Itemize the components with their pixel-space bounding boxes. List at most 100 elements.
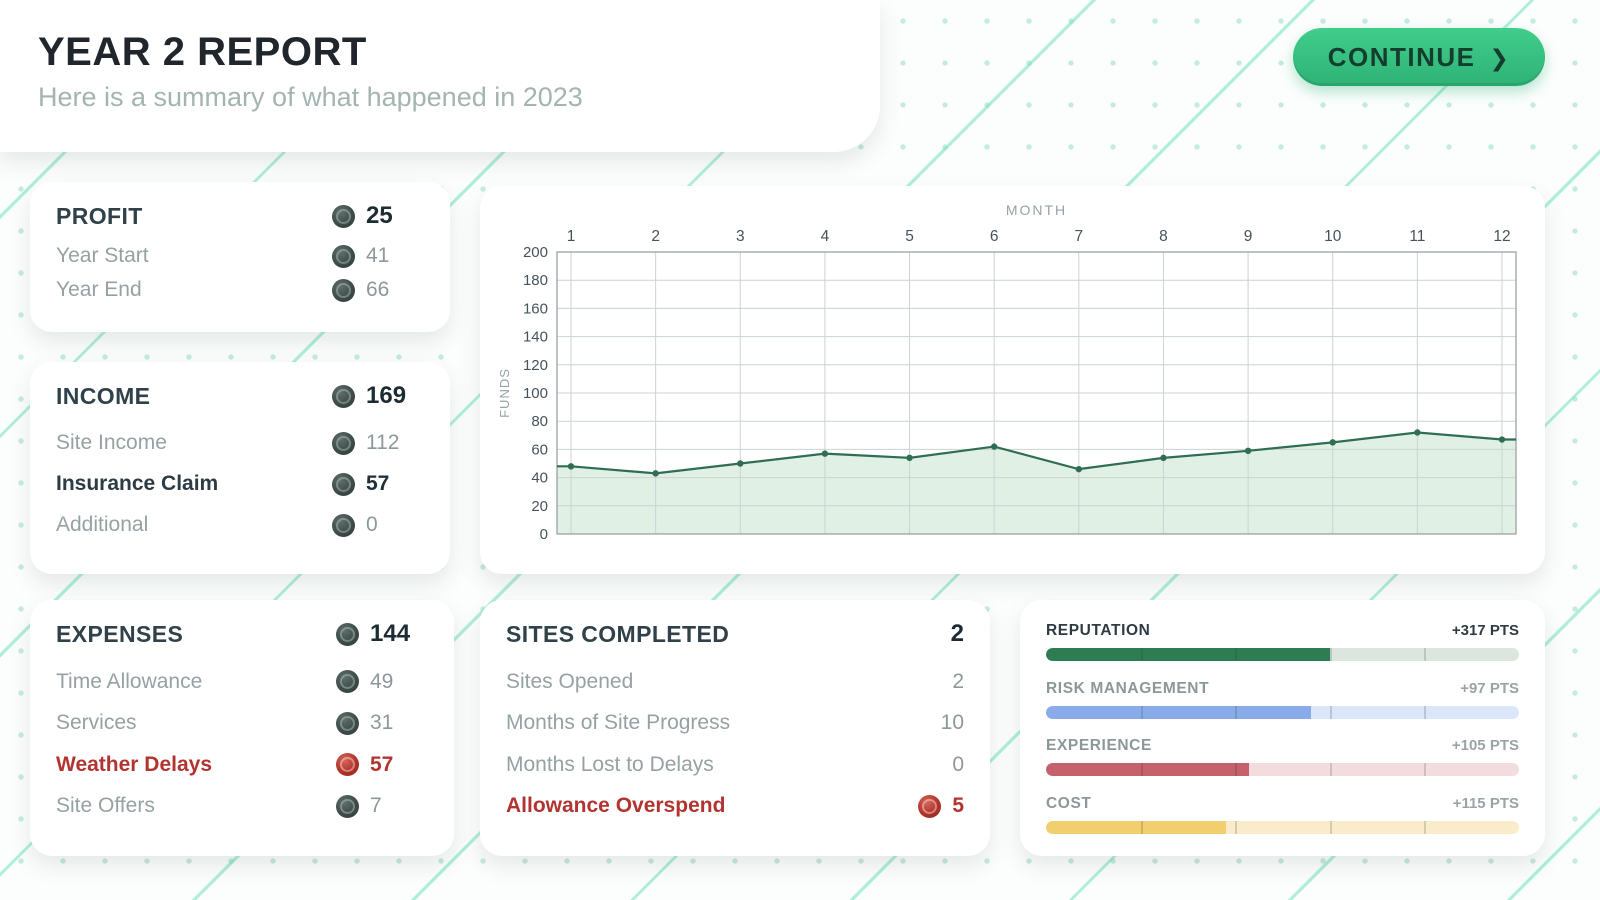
stats-card: REPUTATION +317 PTS RISK MANAGEMENT +97 PTS… (1020, 600, 1545, 856)
report-row: Insurance Claim 57 (56, 472, 424, 496)
report-row: Site Income 112 (56, 431, 424, 455)
bar-segment-tick (1424, 648, 1427, 661)
expenses-total-value: 144 (370, 620, 411, 647)
row-label: Insurance Claim (56, 472, 219, 495)
bar-segment-tick (1140, 648, 1143, 661)
row-value: 57 (370, 752, 394, 776)
row-value: 57 (366, 472, 390, 495)
svg-text:40: 40 (531, 470, 548, 487)
row-value: 7 (370, 794, 382, 818)
page-subtitle: Here is a summary of what happened in 20… (38, 82, 583, 112)
expenses-rows: Time Allowance 49 Services 31 Weather Delays… (56, 652, 428, 836)
svg-text:160: 160 (523, 300, 548, 317)
header-card: YEAR 2 REPORT Here is a summary of what … (0, 0, 880, 152)
stat-label: EXPERIENCE (1046, 737, 1152, 755)
expenses-total: 144 (336, 620, 428, 648)
sites-completed-card: SITES COMPLETED 2 Sites Opened 2 Months of… (480, 600, 990, 856)
profit-total-value: 25 (366, 202, 393, 229)
report-row: Months of Site Progress 10 (506, 711, 964, 735)
row-label: Time Allowance (56, 669, 203, 693)
income-total-value: 169 (366, 382, 407, 409)
row-value: 5 (952, 794, 964, 818)
row-label: Services (56, 711, 137, 735)
svg-text:4: 4 (821, 228, 830, 245)
profit-card: PROFIT 25 Year Start 41 Year End 66 (30, 182, 450, 332)
income-rows: Site Income 112 Insurance Claim 57 Additiona… (56, 414, 424, 554)
row-value-group: 2 (872, 670, 964, 694)
stat-label: REPUTATION (1046, 622, 1151, 639)
coin-icon (332, 472, 355, 496)
row-value: 41 (366, 244, 390, 267)
continue-button[interactable]: CONTINUE ❯ (1293, 28, 1545, 86)
row-value-group: 57 (336, 753, 428, 777)
coin-icon (332, 244, 355, 268)
report-row: Site Offers 7 (56, 794, 428, 818)
stat-progress-bar (1046, 705, 1519, 719)
report-row: Year Start 41 (56, 244, 424, 268)
svg-text:80: 80 (531, 413, 548, 430)
stat-points: +97 PTS (1460, 679, 1519, 697)
row-label: Year End (56, 278, 142, 301)
row-label: Site Offers (56, 794, 155, 818)
expenses-card-header: EXPENSES 144 (56, 620, 428, 648)
coin-icon (336, 753, 359, 777)
continue-label: CONTINUE (1327, 41, 1476, 72)
row-value-group: 57 (332, 472, 424, 496)
row-label: Months of Site Progress (506, 711, 731, 735)
row-label: Site Income (56, 431, 167, 454)
coin-icon (332, 431, 355, 455)
profit-total: 25 (332, 202, 424, 230)
row-label: Months Lost to Delays (506, 752, 714, 776)
bar-segment-tick (1235, 820, 1238, 834)
report-row: Additional 0 (56, 513, 424, 537)
svg-text:5: 5 (905, 228, 914, 245)
bar-segment-tick (1140, 705, 1143, 719)
stat-label: RISK MANAGEMENT (1046, 679, 1210, 697)
svg-text:FUNDS: FUNDS (497, 368, 512, 418)
stat-label: COST (1046, 794, 1092, 812)
row-value: 31 (370, 711, 394, 735)
row-value-group: 66 (332, 278, 424, 302)
row-value-group: 41 (332, 244, 424, 268)
stat-header: EXPERIENCE +105 PTS (1046, 737, 1519, 755)
coin-icon (336, 622, 359, 646)
row-value: 0 (952, 752, 964, 776)
svg-text:MONTH: MONTH (1006, 202, 1067, 218)
svg-text:2: 2 (651, 228, 660, 245)
sites-title: SITES COMPLETED (506, 620, 730, 647)
svg-text:120: 120 (523, 357, 548, 374)
svg-text:0: 0 (540, 526, 548, 543)
sites-total-value: 2 (950, 620, 964, 647)
row-value: 112 (366, 431, 400, 454)
stat-progress-fill (1046, 763, 1250, 777)
sites-rows: Sites Opened 2 Months of Site Progress 10 Mo… (506, 652, 964, 836)
stat-header: REPUTATION +317 PTS (1046, 622, 1519, 640)
row-value: 49 (370, 669, 394, 693)
income-card: INCOME 169 Site Income 112 Insurance Claim… (30, 362, 450, 574)
report-row: Months Lost to Delays 0 (506, 753, 964, 777)
svg-text:180: 180 (523, 272, 548, 289)
stat-points: +105 PTS (1451, 737, 1519, 755)
bar-segment-tick (1235, 705, 1238, 719)
row-label: Allowance Overspend (506, 794, 726, 818)
sites-total: 2 (872, 620, 964, 648)
stat-progress-bar (1046, 648, 1519, 661)
svg-text:100: 100 (523, 385, 548, 402)
report-row: Sites Opened 2 (506, 670, 964, 694)
svg-text:60: 60 (531, 441, 548, 458)
coin-icon (918, 794, 942, 818)
stat-progress-fill (1046, 820, 1226, 834)
coin-icon (336, 670, 359, 694)
chevron-right-icon: ❯ (1489, 44, 1511, 71)
row-value: 0 (366, 513, 378, 536)
coin-icon (332, 513, 355, 537)
profit-card-header: PROFIT 25 (56, 202, 424, 230)
stat-progress-bar (1046, 763, 1519, 777)
svg-text:200: 200 (523, 244, 548, 261)
income-title: INCOME (56, 382, 151, 409)
stat-header: RISK MANAGEMENT +97 PTS (1046, 680, 1519, 698)
stat-header: COST +115 PTS (1046, 795, 1519, 813)
row-label: Weather Delays (56, 752, 213, 776)
